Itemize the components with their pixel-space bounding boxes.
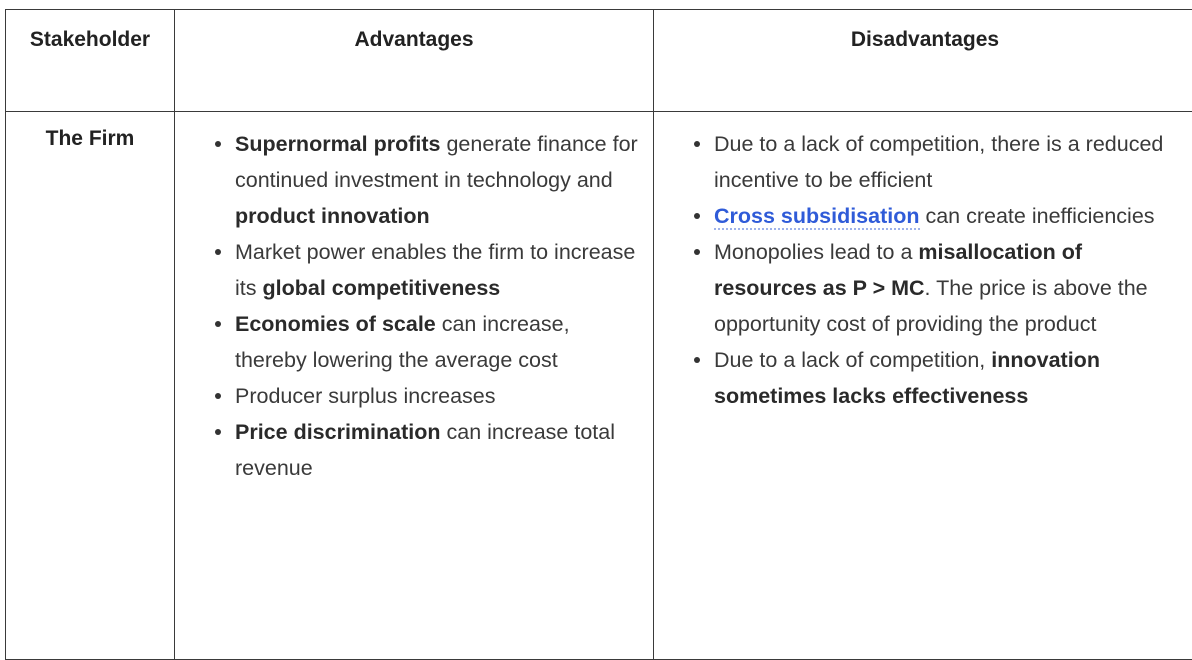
bold-text: Price discrimination <box>235 420 441 444</box>
bold-text: Supernormal profits <box>235 132 440 156</box>
comparison-table: Stakeholder Advantages Disadvantages The… <box>5 9 1192 660</box>
text: Monopolies lead to a <box>714 240 918 264</box>
header-disadvantages: Disadvantages <box>654 10 1192 112</box>
stakeholder-name: The Firm <box>46 127 135 150</box>
advantages-cell: Supernormal profits generate finance for… <box>175 112 654 660</box>
table-row: The Firm Supernormal profits generate fi… <box>6 112 1192 660</box>
list-item: Cross subsidisation can create inefficie… <box>654 198 1186 234</box>
text: Producer surplus increases <box>235 384 496 408</box>
list-item: Monopolies lead to a misallocation of re… <box>654 234 1186 342</box>
disadvantages-list: Due to a lack of competition, there is a… <box>654 112 1192 414</box>
disadvantages-cell: Due to a lack of competition, there is a… <box>654 112 1192 660</box>
list-item: Due to a lack of competition, there is a… <box>654 126 1186 198</box>
text: Due to a lack of competition, <box>714 348 991 372</box>
header-stakeholder: Stakeholder <box>6 10 175 112</box>
advantages-list: Supernormal profits generate finance for… <box>175 112 653 486</box>
bold-text: product innovation <box>235 204 430 228</box>
header-advantages: Advantages <box>175 10 654 112</box>
header-row: Stakeholder Advantages Disadvantages <box>6 10 1192 112</box>
cross-subsidisation-link[interactable]: Cross subsidisation <box>714 204 920 230</box>
text: can create inefficiencies <box>920 204 1155 228</box>
list-item: Market power enables the firm to increas… <box>175 234 643 306</box>
bold-text: Economies of scale <box>235 312 436 336</box>
list-item: Price discrimination can increase total … <box>175 414 643 486</box>
text: Due to a lack of competition, there is a… <box>714 132 1163 192</box>
bold-text: global competitiveness <box>262 276 500 300</box>
stakeholder-cell: The Firm <box>6 112 175 660</box>
list-item: Economies of scale can increase, thereby… <box>175 306 643 378</box>
list-item: Due to a lack of competition, innovation… <box>654 342 1186 414</box>
list-item: Supernormal profits generate finance for… <box>175 126 643 234</box>
list-item: Producer surplus increases <box>175 378 643 414</box>
